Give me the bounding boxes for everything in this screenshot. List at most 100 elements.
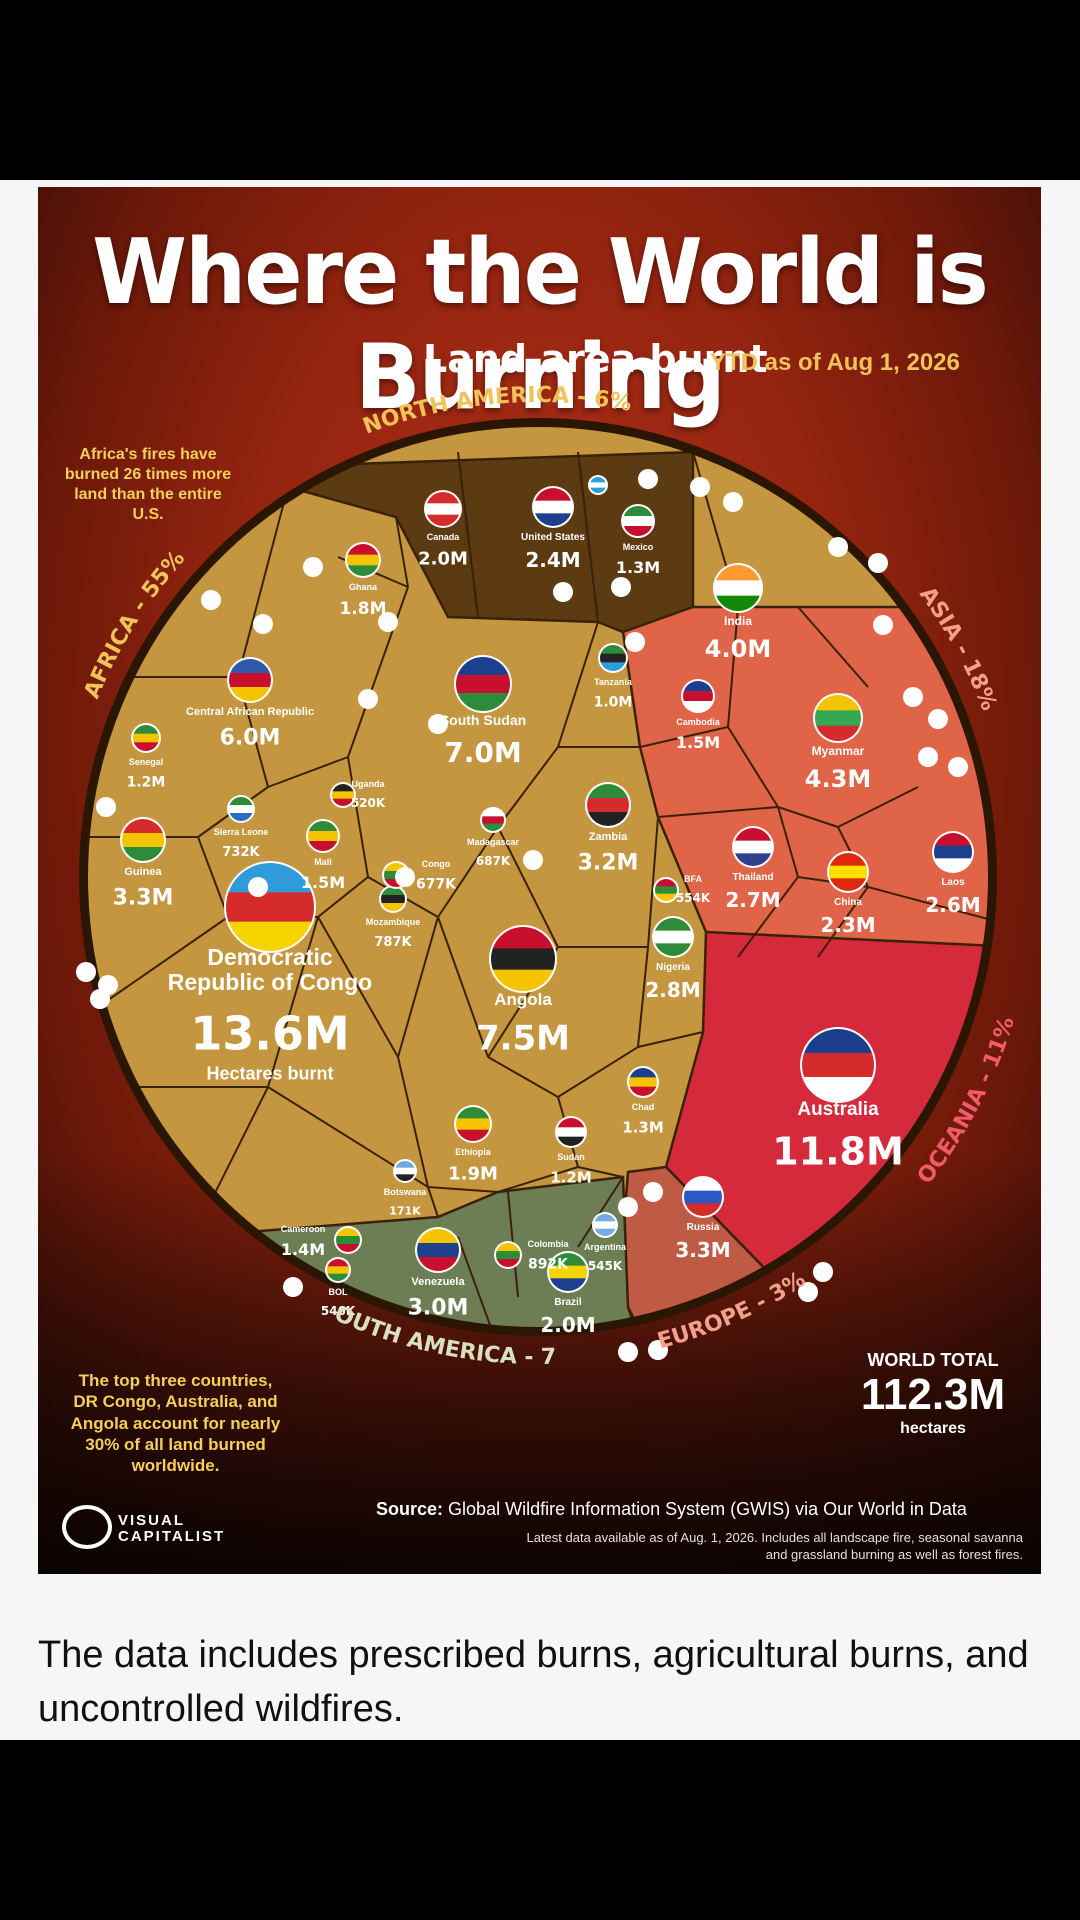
small-flag-icon — [90, 989, 110, 1009]
flag-ring — [303, 557, 323, 577]
small-flag-icon — [283, 1277, 303, 1297]
country-name: China — [834, 897, 862, 908]
flag-ring — [90, 989, 110, 1009]
country-value: 2.7M — [725, 888, 780, 912]
cell-border — [317, 916, 399, 1058]
flag-stripe — [534, 500, 572, 514]
cell-border — [497, 1166, 579, 1193]
small-flag-icon — [248, 877, 268, 897]
small-flag-icon — [948, 757, 968, 777]
flag-stripe — [347, 554, 379, 566]
flag-stripe — [456, 693, 510, 711]
flag-stripe — [655, 893, 677, 901]
flag-stripe — [715, 580, 761, 597]
small-flag-icon — [690, 477, 710, 497]
infographic[interactable]: Where the World is Burning Land area bur… — [38, 187, 1041, 1574]
flag-botswana-icon — [393, 1159, 417, 1183]
country-value: 1.4M — [281, 1240, 325, 1259]
flag-colombia-icon — [494, 1241, 522, 1269]
country-name: Cambodia — [676, 717, 721, 727]
flag-stripe — [456, 1107, 490, 1119]
small-flag-icon — [638, 469, 658, 489]
cell-border — [427, 1186, 499, 1193]
country-name: Mozambique — [366, 917, 421, 927]
flag-ring — [625, 632, 645, 652]
small-flag-icon — [798, 1282, 818, 1302]
flag-stripe — [332, 791, 354, 800]
country-value: 1.5M — [676, 733, 720, 752]
flag-mali-icon — [306, 819, 340, 853]
flag-myanmar-icon — [813, 693, 863, 743]
flag-madagascar-icon — [480, 807, 506, 833]
country-value: 2.3M — [820, 913, 875, 937]
flag-stripe — [594, 1228, 616, 1236]
country-value: 2.8M — [645, 978, 700, 1002]
flag-stripe — [381, 887, 405, 896]
flag-stripe — [600, 645, 626, 655]
country-name: BFA — [684, 874, 703, 884]
cell-border — [637, 1031, 704, 1048]
flag-stripe — [715, 595, 761, 611]
flag-ring — [903, 687, 923, 707]
flag-stripe — [734, 828, 772, 842]
country-name: United States — [521, 532, 585, 543]
flag-ring — [523, 850, 543, 870]
flag-stripe — [654, 930, 692, 944]
flag-stripe — [534, 488, 572, 502]
flag-stripe — [549, 1278, 587, 1291]
flag-stripe — [327, 1273, 349, 1281]
cell-border — [317, 876, 369, 918]
cell-border — [867, 886, 991, 928]
country-value: 1.5M — [301, 873, 345, 892]
country-name: Myanmar — [812, 744, 865, 758]
flag-stripe — [417, 1243, 459, 1258]
small-flag-icon — [828, 537, 848, 557]
country-value: 1.3M — [622, 1118, 664, 1136]
source-label: Source: — [376, 1499, 444, 1519]
flag-stripe — [557, 1136, 585, 1146]
flag-stripe — [395, 1174, 415, 1181]
flag-stripe — [829, 853, 867, 867]
flag-stripe — [395, 1161, 415, 1169]
country-name: Zambia — [589, 831, 628, 843]
cell-border — [737, 876, 799, 958]
flag-india-icon — [713, 563, 763, 613]
flag-stripe — [122, 833, 164, 848]
flag-united-states-icon — [532, 486, 574, 528]
small-flag-icon — [253, 614, 273, 634]
flag-ring — [618, 1342, 638, 1362]
logo-text: VISUAL CAPITALIST — [118, 1513, 225, 1545]
country-name: Central African Republic — [186, 706, 314, 718]
flag-tanzania-icon — [598, 643, 628, 673]
country-value: 4.3M — [805, 765, 871, 793]
country-value: 545K — [588, 1259, 623, 1273]
flag-stripe — [557, 1127, 585, 1138]
cell-border — [557, 1046, 639, 1098]
flag-ghana-icon — [345, 542, 381, 578]
small-flag-icon — [358, 689, 378, 709]
small-flag-icon — [96, 797, 116, 817]
flag-ring — [358, 689, 378, 709]
flag-mexico-icon — [621, 504, 655, 538]
flag-stripe — [395, 1167, 415, 1175]
flag-guinea-icon — [120, 817, 166, 863]
country-name: Mali — [314, 857, 332, 867]
flag-stripe — [122, 847, 164, 861]
cell-border — [97, 916, 229, 1008]
country-value: 7.0M — [444, 736, 521, 769]
country-name: Thailand — [732, 872, 773, 883]
country-name: Uganda — [351, 779, 385, 789]
flag-stripe — [557, 1118, 585, 1128]
visual-capitalist-logo: VISUAL CAPITALIST — [62, 1505, 252, 1555]
flag-stripe — [496, 1251, 520, 1260]
country-name: Angola — [494, 990, 552, 1009]
country-value: 6.0M — [220, 726, 281, 751]
flag-ring — [201, 590, 221, 610]
cell-border — [437, 826, 499, 918]
country-name: Venezuela — [411, 1276, 465, 1288]
country-name: Congo — [422, 859, 451, 869]
country-name: Chad — [632, 1102, 655, 1112]
country-value: 687K — [476, 854, 511, 868]
flag-stripe — [587, 812, 629, 826]
flag-stripe — [308, 841, 338, 851]
